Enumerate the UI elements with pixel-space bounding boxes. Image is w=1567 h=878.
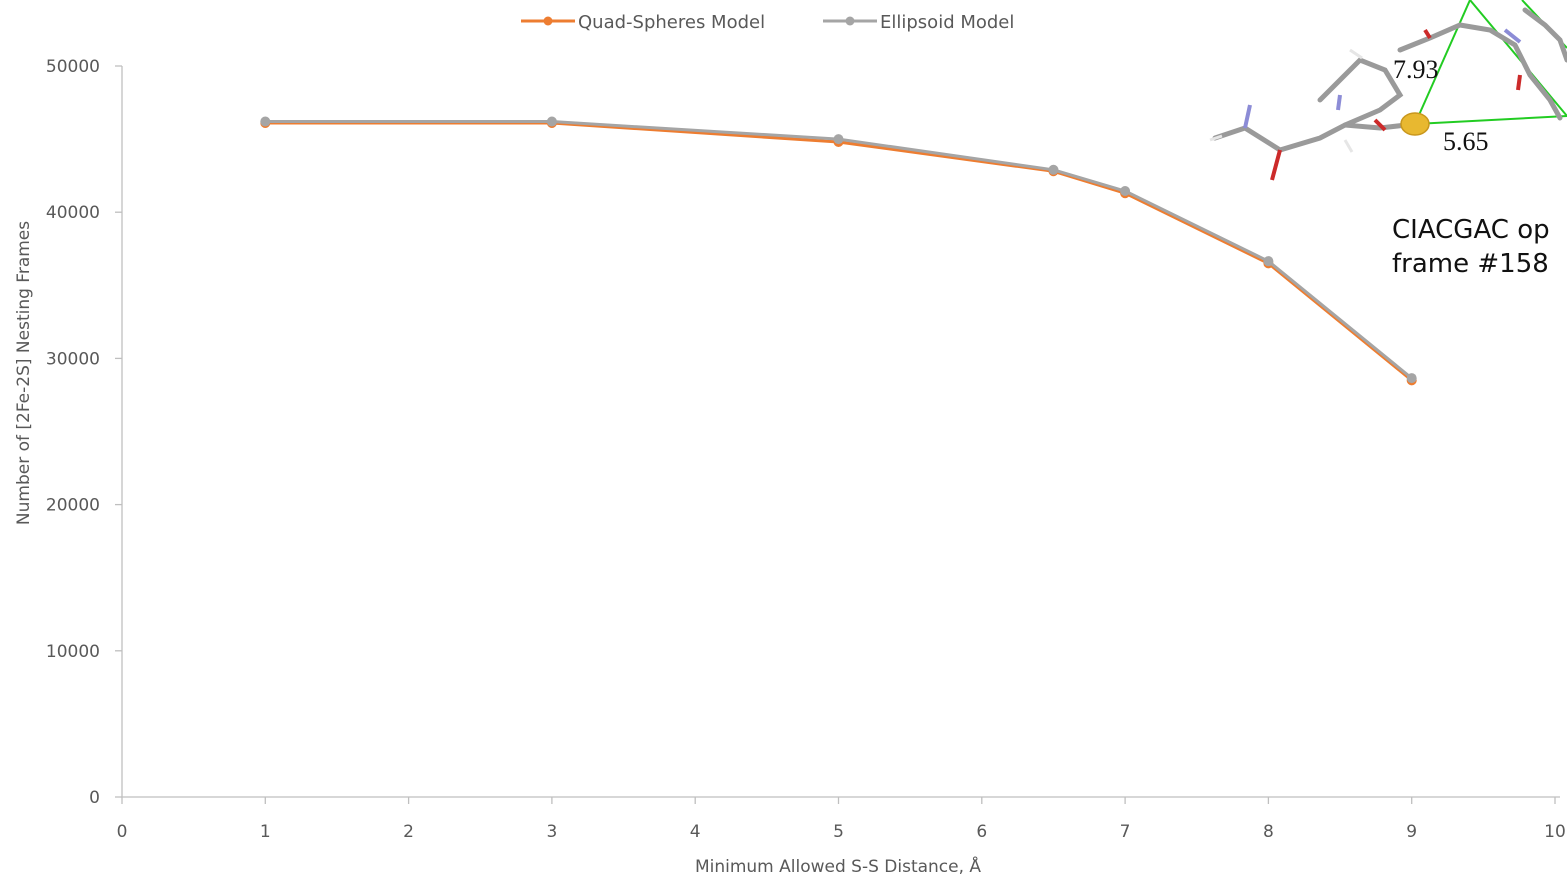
data-point-ellipsoid-model <box>833 134 844 145</box>
data-point-ellipsoid-model <box>1406 373 1417 384</box>
x-tick-label: 7 <box>1120 822 1131 842</box>
y-tick-label: 40000 <box>46 203 100 223</box>
data-point-ellipsoid-model <box>260 116 271 127</box>
y-tick-label: 20000 <box>46 496 100 516</box>
series-line-quad-spheres-model <box>265 121 1413 382</box>
x-tick-label: 8 <box>1263 822 1274 842</box>
x-tick-label: 6 <box>976 822 987 842</box>
x-tick-label: 9 <box>1406 822 1417 842</box>
legend-label-ellipsoid: Ellipsoid Model <box>880 12 1014 33</box>
x-tick-label: 4 <box>690 822 701 842</box>
tick-group: 0 1 2 3 4 5 6 7 8 9 10 0 10000 20000 30000 40000 50000 <box>46 57 1566 842</box>
x-tick-label: 3 <box>546 822 557 842</box>
legend-swatch-marker <box>543 16 553 26</box>
axes <box>121 66 1560 798</box>
y-axis-title: Number of [2Fe-2S] Nesting Frames <box>14 221 34 525</box>
molecule-structure-illustration <box>1209 0 1567 181</box>
data-point-ellipsoid-model <box>1120 186 1131 197</box>
distance-label-top: 7.93 <box>1393 55 1439 84</box>
legend-item-ellipsoid: Ellipsoid Model <box>823 12 1014 33</box>
legend: Quad-Spheres Model Ellipsoid Model <box>521 12 1014 33</box>
series-layer <box>260 116 1417 386</box>
inset-caption-line-2: frame #158 <box>1392 249 1549 279</box>
y-tick-label: 0 <box>89 788 100 808</box>
x-tick-label: 0 <box>117 822 128 842</box>
x-tick-label: 2 <box>403 822 414 842</box>
legend-label-quad-spheres: Quad-Spheres Model <box>578 12 765 33</box>
y-tick-label: 10000 <box>46 642 100 662</box>
x-tick-label: 1 <box>260 822 271 842</box>
data-point-ellipsoid-model <box>1048 164 1059 175</box>
legend-swatch-marker <box>845 16 855 26</box>
y-tick-label: 50000 <box>46 57 100 77</box>
inset-caption-line-1: CIACGAC op <box>1392 215 1550 245</box>
distance-label-bottom: 5.65 <box>1443 127 1489 156</box>
x-tick-label: 10 <box>1544 822 1566 842</box>
data-point-ellipsoid-model <box>1263 256 1274 267</box>
x-axis-title: Minimum Allowed S-S Distance, Å <box>695 855 981 877</box>
y-tick-label: 30000 <box>46 349 100 369</box>
molecule-inset-image: 7.93 5.65 CIACGAC op frame #158 <box>1209 0 1567 279</box>
x-tick-label: 5 <box>833 822 844 842</box>
legend-item-quad-spheres: Quad-Spheres Model <box>521 12 765 33</box>
data-point-ellipsoid-model <box>546 116 557 127</box>
